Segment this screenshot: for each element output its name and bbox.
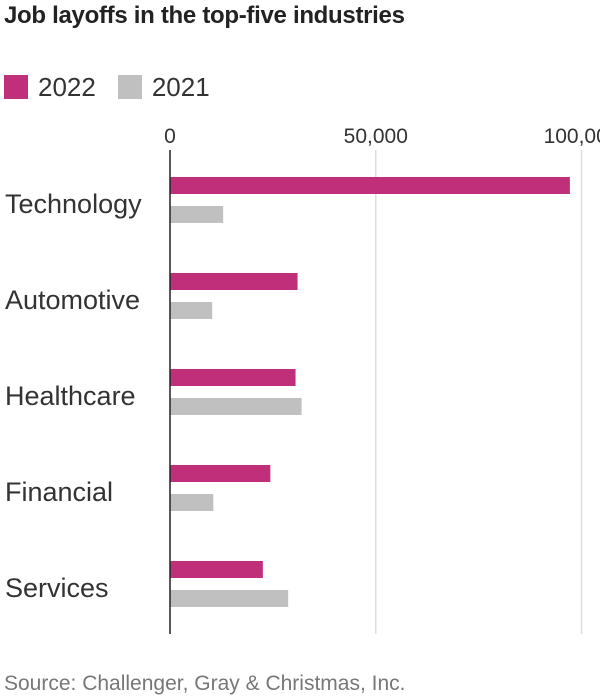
bar-financial-2022 xyxy=(170,465,271,482)
category-label-automotive: Automotive xyxy=(5,285,140,315)
legend-swatch-2022 xyxy=(4,75,28,99)
bar-healthcare-2022 xyxy=(170,369,296,386)
bar-automotive-2021 xyxy=(170,302,213,319)
legend-label-2021: 2021 xyxy=(151,71,210,102)
bar-technology-2021 xyxy=(170,206,224,223)
legend: 2022 2021 xyxy=(4,70,232,104)
legend-item-2022: 2022 xyxy=(4,72,96,103)
source-note: Source: Challenger, Gray & Christmas, In… xyxy=(4,672,406,695)
bar-healthcare-2021 xyxy=(170,398,302,415)
category-label-healthcare: Healthcare xyxy=(5,381,136,411)
x-tick-label-2: 100,000 xyxy=(544,125,600,148)
bar-services-2021 xyxy=(170,590,289,607)
category-label-services: Services xyxy=(5,573,109,603)
category-label-technology: Technology xyxy=(5,189,142,219)
category-label-financial: Financial xyxy=(5,477,113,507)
bar-automotive-2022 xyxy=(170,273,298,290)
bar-technology-2022 xyxy=(170,177,570,194)
legend-swatch-2021 xyxy=(117,75,142,99)
bar-financial-2021 xyxy=(170,494,214,511)
legend-label-2022: 2022 xyxy=(38,71,96,102)
x-tick-label-1: 50,000 xyxy=(344,125,408,148)
bar-services-2022 xyxy=(170,561,263,578)
legend-item-2021: 2021 xyxy=(117,71,210,103)
x-tick-label-0: 0 xyxy=(164,125,176,148)
chart-title: Job layoffs in the top-five industries xyxy=(4,2,405,29)
